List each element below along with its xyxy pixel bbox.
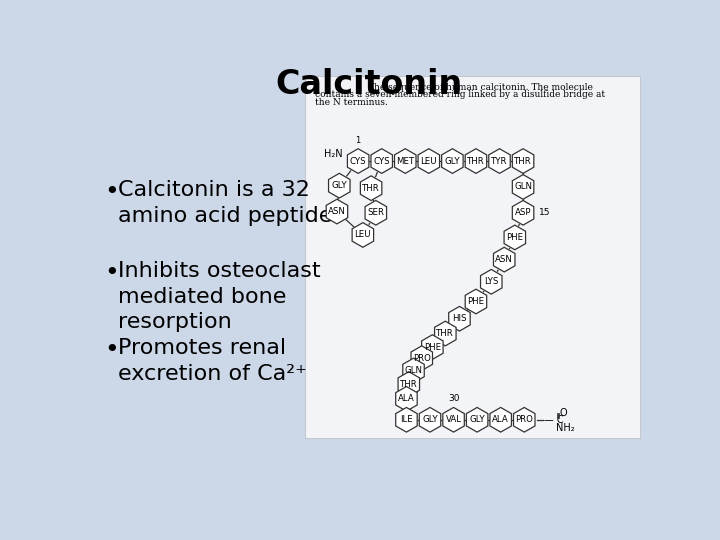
Polygon shape [513,148,534,173]
Text: Calcitonin is a 32
amino acid peptide: Calcitonin is a 32 amino acid peptide [118,180,332,226]
Text: ALA: ALA [398,394,415,403]
Polygon shape [513,408,535,432]
Text: GLY: GLY [469,415,485,424]
Text: NH₂: NH₂ [556,423,575,433]
Text: The sequence of human calcitonin. The molecule: The sequence of human calcitonin. The mo… [368,83,593,91]
Text: GLY: GLY [422,415,438,424]
Text: 30: 30 [448,394,459,403]
Text: CYS: CYS [374,157,390,166]
Text: ILE: ILE [400,415,413,424]
Polygon shape [465,289,487,314]
Text: LEU: LEU [354,231,372,239]
Polygon shape [328,173,350,198]
Polygon shape [396,408,417,432]
Polygon shape [435,321,456,346]
Text: TYR: TYR [491,157,508,166]
Text: ASN: ASN [495,255,513,264]
Text: the N terminus.: the N terminus. [315,98,387,107]
Polygon shape [504,225,526,250]
Text: — C: — C [544,415,564,425]
Text: THR: THR [514,157,532,166]
Text: PHE: PHE [467,297,485,306]
Text: GLN: GLN [405,366,423,375]
Polygon shape [490,408,511,432]
Text: GLY: GLY [444,157,460,166]
Text: •: • [104,180,119,204]
Text: PHE: PHE [424,342,441,352]
Text: contains a seven-membered ring linked by a disulfide bridge at: contains a seven-membered ring linked by… [315,90,605,99]
Polygon shape [493,247,515,272]
Polygon shape [365,200,387,225]
Text: Calcitonin: Calcitonin [275,68,463,100]
Polygon shape [465,148,487,173]
FancyBboxPatch shape [305,76,640,438]
Polygon shape [371,148,392,173]
Text: •: • [104,338,119,362]
Text: LYS: LYS [484,277,498,286]
Text: 15: 15 [539,208,551,217]
Polygon shape [489,148,510,173]
Text: THR: THR [362,184,380,193]
Polygon shape [326,199,348,224]
Polygon shape [396,387,417,411]
Text: GLY: GLY [331,181,347,190]
Text: ASN: ASN [328,207,346,216]
Polygon shape [449,306,470,331]
Polygon shape [395,148,416,173]
Polygon shape [348,148,369,173]
Polygon shape [513,200,534,225]
Polygon shape [398,372,420,396]
Polygon shape [419,408,441,432]
Polygon shape [422,335,443,360]
Polygon shape [480,269,502,294]
Polygon shape [361,176,382,200]
Polygon shape [467,408,488,432]
Text: PHE: PHE [506,233,523,242]
Polygon shape [418,148,440,173]
Polygon shape [513,174,534,199]
Text: MET: MET [396,157,415,166]
Text: •: • [104,261,119,285]
Text: LEU: LEU [420,157,437,166]
Polygon shape [441,148,463,173]
Text: CYS: CYS [350,157,366,166]
Text: THR: THR [467,157,485,166]
Text: PRO: PRO [413,354,431,363]
Text: O: O [559,408,567,418]
Polygon shape [352,222,374,247]
Text: H₂N: H₂N [324,148,343,159]
Polygon shape [411,346,433,370]
Text: 1: 1 [356,136,361,145]
Text: ALA: ALA [492,415,509,424]
Text: THR: THR [400,380,418,389]
Text: ASP: ASP [515,208,531,217]
Text: SER: SER [367,208,384,217]
Text: GLN: GLN [514,183,532,191]
Text: PRO: PRO [516,415,534,424]
Polygon shape [402,358,424,383]
Text: Inhibits osteoclast
mediated bone
resorption: Inhibits osteoclast mediated bone resorp… [118,261,320,332]
Text: HIS: HIS [452,314,467,323]
Text: Promotes renal
excretion of Ca²⁺: Promotes renal excretion of Ca²⁺ [118,338,307,384]
Polygon shape [443,408,464,432]
Text: VAL: VAL [446,415,462,424]
Text: THR: THR [436,329,454,338]
